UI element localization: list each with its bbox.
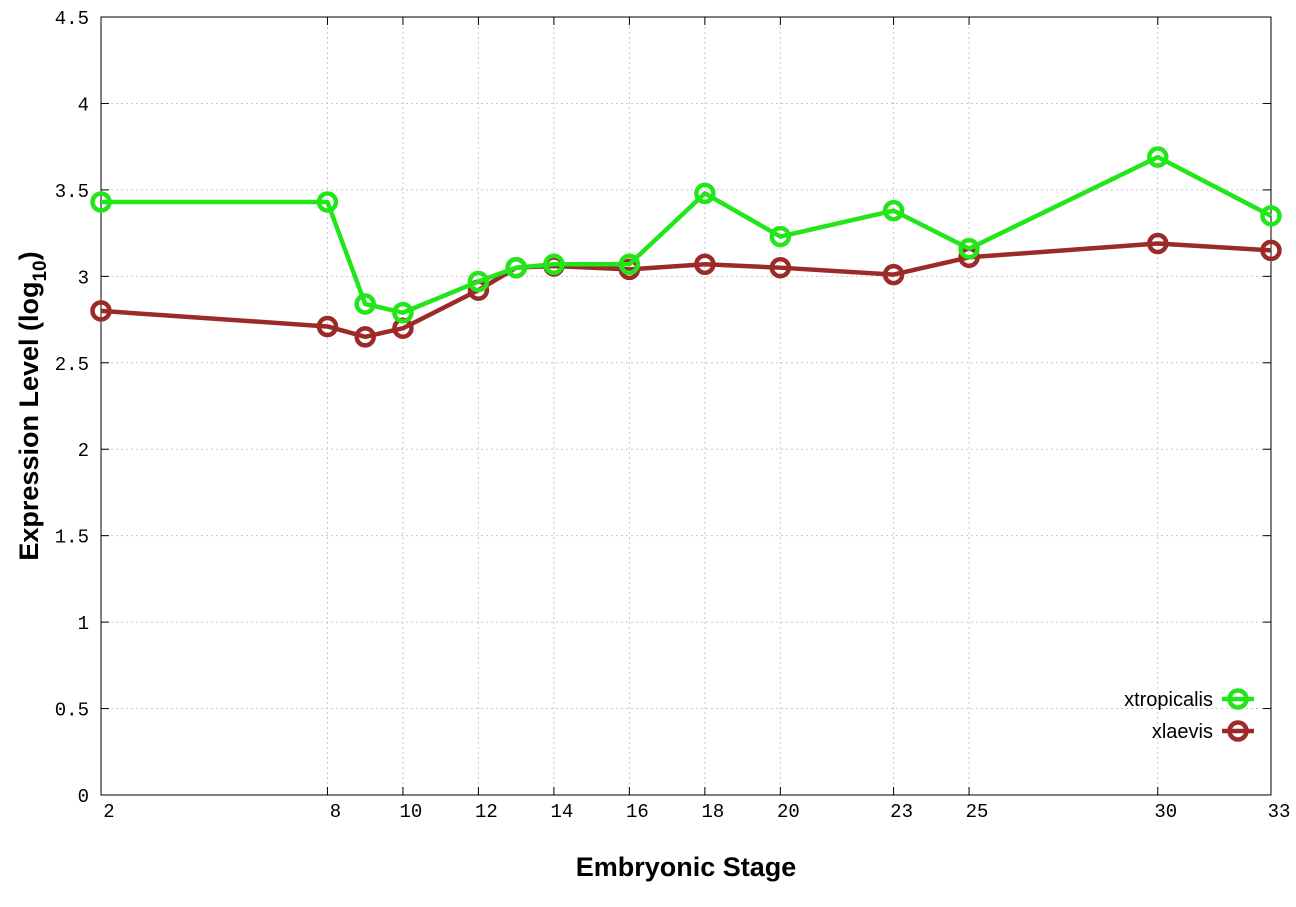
x-tick-label: 2 <box>103 801 114 823</box>
data-point-xtropicalis <box>90 191 112 213</box>
legend-label: xlaevis <box>1152 721 1213 743</box>
data-point-xlaevis <box>769 256 792 279</box>
x-tick-label: 18 <box>701 801 724 823</box>
axis-ticks: 2 8 10 12 14 16 18 20 23 25 30 33 0 0.5 1 1.5 2 2.5 3 3.5 4 4… <box>55 8 1291 823</box>
y-tick-label: 2.5 <box>55 354 89 376</box>
y-tick-label: 1 <box>78 613 89 635</box>
data-point-xtropicalis <box>392 301 414 324</box>
data-point-xtropicalis <box>316 191 339 213</box>
legend-swatch-marker <box>1227 720 1249 742</box>
data-point-xtropicalis <box>882 199 905 222</box>
y-tick-label: 4.5 <box>55 8 89 30</box>
data-point-xlaevis <box>694 253 716 275</box>
y-axis-title-main: Expression Level (log <box>14 282 44 561</box>
data-point-xlaevis <box>316 315 339 338</box>
y-axis-title: Expression Level (log10) <box>14 251 51 560</box>
series-xlaevis <box>90 232 1282 348</box>
legend: xtropicalis xlaevis <box>1124 688 1254 743</box>
data-point-xtropicalis <box>958 237 980 260</box>
x-tick-label: 30 <box>1154 801 1177 823</box>
y-tick-label: 0 <box>78 786 89 808</box>
data-point-xtropicalis <box>1260 205 1282 227</box>
x-tick-label: 14 <box>550 801 573 823</box>
x-tick-label: 33 <box>1268 801 1291 823</box>
x-tick-label: 20 <box>777 801 800 823</box>
x-tick-label: 10 <box>400 801 423 823</box>
series-line-xtropicalis <box>101 154 1273 315</box>
data-point-xlaevis <box>1147 232 1169 255</box>
y-tick-label: 3.5 <box>55 181 89 203</box>
x-axis-title: Embryonic Stage <box>576 852 797 882</box>
x-tick-label: 16 <box>626 801 649 823</box>
legend-swatch-marker <box>1227 688 1249 710</box>
x-tick-label: 12 <box>475 801 498 823</box>
data-point-xtropicalis <box>1147 146 1169 168</box>
legend-item-xtropicalis: xtropicalis <box>1124 688 1254 711</box>
y-tick-label: 4 <box>78 94 89 116</box>
plot-frame <box>100 16 1272 796</box>
data-point-xlaevis <box>882 263 905 286</box>
data-point-xtropicalis <box>467 270 490 293</box>
data-point-xtropicalis <box>354 293 376 315</box>
series-xtropicalis <box>90 146 1282 324</box>
y-tick-label: 2 <box>78 440 89 462</box>
data-point-xtropicalis <box>543 253 565 275</box>
y-axis-title-close: ) <box>14 251 44 260</box>
series-line-xlaevis <box>100 241 1272 340</box>
x-tick-label: 8 <box>330 801 341 823</box>
data-point-xlaevis <box>1260 239 1282 262</box>
data-point-xtropicalis <box>505 256 527 279</box>
x-tick-label: 23 <box>890 801 913 823</box>
x-tick-label: 25 <box>966 801 989 823</box>
legend-item-xlaevis: xlaevis <box>1152 720 1254 743</box>
y-tick-label: 3 <box>78 267 89 289</box>
y-tick-label: 1.5 <box>55 527 89 549</box>
data-point-xlaevis <box>354 326 376 348</box>
data-point-xlaevis <box>90 300 112 322</box>
y-axis-title-subscript: 10 <box>30 260 51 281</box>
series-group <box>90 146 1282 348</box>
y-tick-label: 0.5 <box>55 700 89 722</box>
grid <box>101 17 1271 795</box>
data-point-xtropicalis <box>769 225 792 248</box>
legend-label: xtropicalis <box>1124 689 1213 711</box>
data-point-xtropicalis <box>694 182 716 205</box>
data-point-xtropicalis <box>618 253 641 275</box>
